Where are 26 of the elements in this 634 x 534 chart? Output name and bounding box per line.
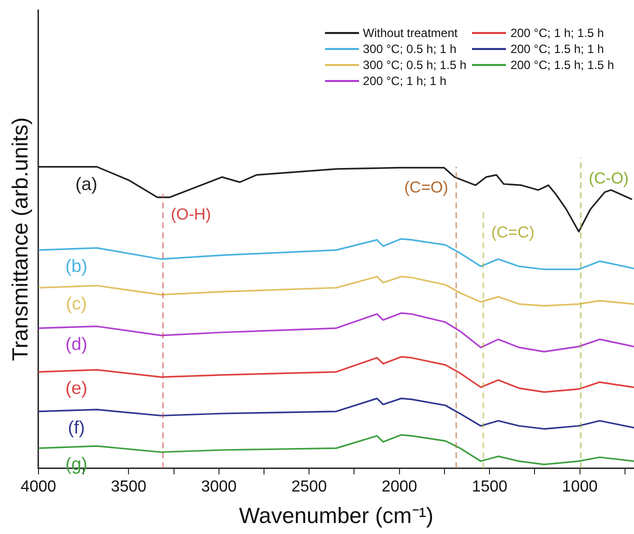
x-tick-label: 2500 <box>291 478 328 496</box>
x-tick-label: 4000 <box>20 478 56 496</box>
x-tick-label: 3500 <box>110 478 147 496</box>
legend-label: 200 °C; 1.5 h; 1 h <box>510 42 604 56</box>
annotation: (d) <box>65 334 88 354</box>
ref-line-label: (O-H) <box>170 206 211 224</box>
legend-label: 300 °C; 0.5 h; 1.5 h <box>362 58 466 72</box>
annotation: (b) <box>65 256 88 276</box>
legend-label: 200 °C; 1.5 h; 1.5 h <box>510 58 614 72</box>
x-tick-label: 1500 <box>472 478 508 496</box>
legend-label: 300 °C; 0.5 h; 1 h <box>362 42 456 56</box>
ref-line-label: (C=O) <box>404 179 448 196</box>
annotation: (c) <box>66 294 87 314</box>
legend-label: Without treatment <box>362 26 458 40</box>
annotation: (e) <box>65 378 88 398</box>
x-tick-label: 3000 <box>201 478 237 496</box>
legend-label: 200 °C; 1 h; 1 h <box>362 74 446 88</box>
ref-line-label: (C=C) <box>491 224 534 242</box>
x-axis-title: Wavenumber (cm⁻¹) <box>238 502 434 528</box>
annotation: (a) <box>75 174 98 194</box>
ref-line-label: (C-O) <box>588 170 629 188</box>
x-tick-label: 1000 <box>562 478 598 496</box>
x-tick-label: 2000 <box>382 478 418 496</box>
y-axis-title: Transmittance (arb.units) <box>7 117 32 362</box>
annotation: (f) <box>68 417 85 438</box>
legend-label: 200 °C; 1 h; 1.5 h <box>510 26 604 40</box>
